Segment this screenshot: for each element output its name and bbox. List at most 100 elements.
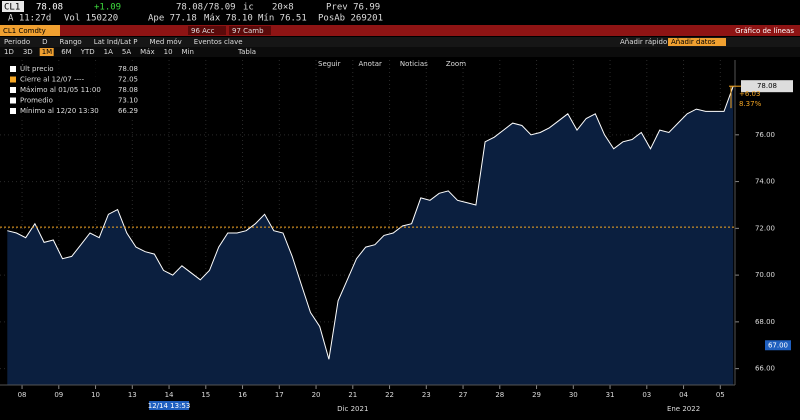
legend-value: 72.05 xyxy=(118,76,138,84)
ranges: 1D 3D 1M 6M YTD 1A 5A Máx 10 Min xyxy=(4,48,194,56)
ticker: CL1 xyxy=(4,3,20,13)
range-button[interactable]: 1M xyxy=(42,48,53,56)
security[interactable]: CL1 Comdty xyxy=(3,27,46,35)
settings: Periodo D Rango Lat Ind/Lat P Med móv Eventos… xyxy=(4,38,243,46)
setting[interactable]: Eventos clave xyxy=(194,38,243,46)
range-button[interactable]: Máx xyxy=(140,48,154,56)
setting[interactable]: D xyxy=(42,38,47,46)
function-bar xyxy=(0,25,800,36)
x-tick-label: 13 xyxy=(128,391,137,399)
legend-swatch xyxy=(10,76,16,83)
cursor-box xyxy=(149,401,190,410)
range-button[interactable]: 10 xyxy=(164,48,173,56)
chart-tool[interactable]: Anotar xyxy=(358,60,382,68)
x-tick-label: 20 xyxy=(312,391,321,399)
y-tick-label: 76.00 xyxy=(755,131,775,139)
setting[interactable]: Lat Ind/Lat P xyxy=(94,38,138,46)
y-tick-label: 68.00 xyxy=(755,318,775,326)
chart-tool[interactable]: Seguir xyxy=(318,60,341,68)
actions-button[interactable] xyxy=(188,26,226,35)
view-name: Gráfico de líneas xyxy=(735,27,794,35)
range-button[interactable]: 5A xyxy=(122,48,131,56)
setting[interactable]: Med móv xyxy=(150,38,182,46)
x-tick-label: 04 xyxy=(679,391,688,399)
open-interest: PosAb 269201 xyxy=(318,14,383,24)
x-tick-label: 08 xyxy=(18,391,27,399)
last-price-label: 78.08 xyxy=(757,82,777,90)
legend-swatch xyxy=(10,87,16,93)
legend-name: Cierre al 12/07 ---- xyxy=(20,76,85,84)
marker-tag xyxy=(765,340,791,351)
last-price-tag xyxy=(741,80,793,93)
time: A 11:27d xyxy=(8,14,51,24)
x-tick-label: 22 xyxy=(385,391,394,399)
cursor-label: 12/14 13:53 xyxy=(148,402,191,410)
range-button[interactable]: 1D xyxy=(4,48,14,56)
high: Máx 78.10 xyxy=(204,14,253,24)
last-price: 78.08 xyxy=(36,3,63,13)
price-line xyxy=(7,86,734,360)
setting[interactable]: Periodo xyxy=(4,38,30,46)
y-tick-label: 72.00 xyxy=(755,224,775,232)
x-tick-label: 14 xyxy=(165,391,174,399)
x-tick-label: 21 xyxy=(348,391,357,399)
legend-value: 78.08 xyxy=(118,65,138,73)
change-button[interactable] xyxy=(229,26,271,35)
x-tick-label: 16 xyxy=(238,391,247,399)
add-quick[interactable]: Añadir rápido xyxy=(620,38,667,46)
legend-name: Últ precio xyxy=(20,64,54,73)
chart-tool[interactable]: Noticias xyxy=(400,60,428,68)
range-selected xyxy=(39,48,54,56)
legend-name: Mínimo al 12/20 13:30 xyxy=(20,107,99,115)
change-label: 8.37% xyxy=(739,100,762,108)
settings-bar xyxy=(0,37,800,47)
add-data-box[interactable] xyxy=(668,38,726,46)
open: Ape 77.18 xyxy=(148,14,197,24)
x-tick-label: 09 xyxy=(54,391,63,399)
x-tick-label: 31 xyxy=(606,391,615,399)
x-tick-label: 28 xyxy=(495,391,504,399)
chart-tool[interactable]: Zoom xyxy=(446,60,466,68)
y-tick-label: 66.00 xyxy=(755,365,775,373)
x-tick-label: 10 xyxy=(91,391,100,399)
setting[interactable]: Rango xyxy=(60,38,82,46)
x-tick-label: 03 xyxy=(642,391,651,399)
change[interactable]: 97 Camb xyxy=(232,27,264,35)
legend-value: 66.29 xyxy=(118,107,138,115)
x-tick-label: 05 xyxy=(716,391,725,399)
volume: Vol 150220 xyxy=(64,14,118,24)
x-tick-label: 30 xyxy=(569,391,578,399)
plot: Seguir Anotar Noticias Zoom 66.00 68.00 70.00 7… xyxy=(0,60,793,413)
range-button[interactable]: Min xyxy=(182,48,194,56)
ticker-box xyxy=(2,1,24,12)
marker-label: 67.00 xyxy=(768,341,788,349)
x-tick-label: 27 xyxy=(459,391,468,399)
low: Mín 76.51 xyxy=(258,14,307,24)
range-button[interactable]: 3D xyxy=(23,48,33,56)
legend-name: Máximo al 01/05 11:00 xyxy=(20,86,101,94)
bid-ask: 78.08/78.09 xyxy=(176,3,236,13)
size: 20×8 xyxy=(272,3,294,13)
area xyxy=(7,86,734,385)
prev: Prev 76.99 xyxy=(326,3,380,13)
legend-box xyxy=(6,64,142,118)
x-tick-label: 17 xyxy=(275,391,284,399)
legend-swatch xyxy=(10,97,16,104)
add-data[interactable]: Añadir datos xyxy=(671,38,716,46)
table[interactable]: Tabla xyxy=(237,48,256,56)
y-tick-label: 74.00 xyxy=(755,178,775,186)
legend-swatch xyxy=(10,108,16,114)
legend-value: 73.10 xyxy=(118,97,138,105)
actions[interactable]: 96 Acc xyxy=(191,27,215,35)
legend-swatch xyxy=(10,66,16,72)
x-tick-label: 29 xyxy=(532,391,541,399)
security-box[interactable] xyxy=(0,25,60,36)
range-button[interactable]: YTD xyxy=(80,48,95,56)
range-button[interactable]: 1A xyxy=(104,48,113,56)
period-label: Ene 2022 xyxy=(667,405,700,413)
range-button[interactable]: 6M xyxy=(61,48,72,56)
range-bar xyxy=(0,47,800,57)
period-label: Dic 2021 xyxy=(337,405,368,413)
ic: ic xyxy=(243,3,254,13)
